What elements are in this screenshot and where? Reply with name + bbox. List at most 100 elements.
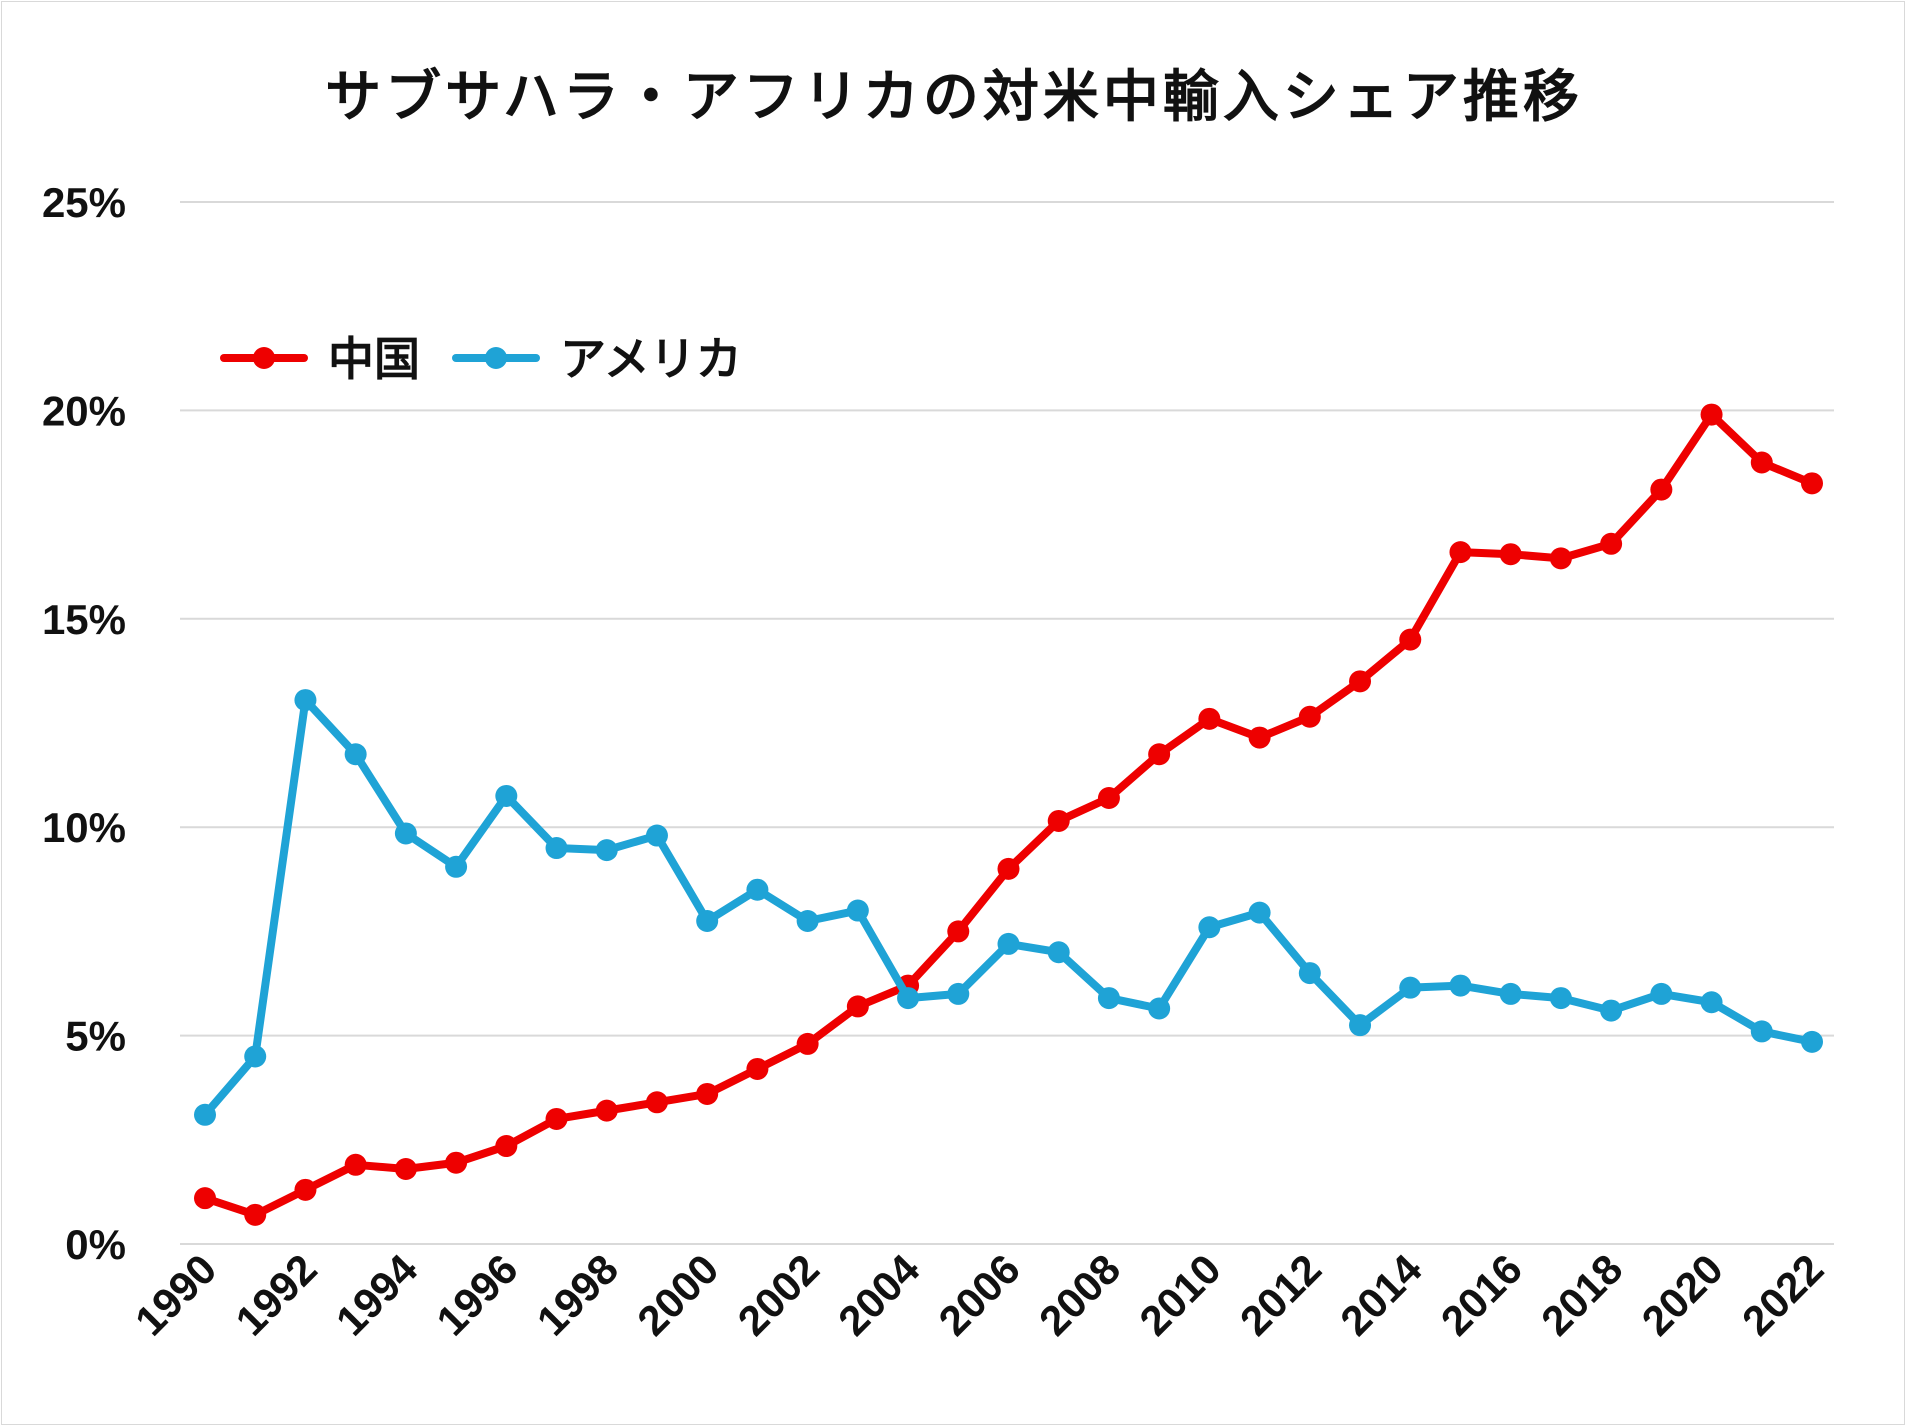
series-2-point: [645, 824, 668, 847]
series-1-point: [545, 1107, 568, 1130]
series-1-point: [1700, 403, 1723, 426]
x-tick-label: 2010: [1130, 1245, 1229, 1344]
series-2-point: [495, 784, 518, 807]
series-2-point: [595, 839, 618, 862]
series-1-point: [645, 1091, 668, 1114]
x-tick-label: 2004: [829, 1245, 929, 1345]
x-tick-label: 1994: [327, 1245, 427, 1345]
x-tick-label: 2016: [1432, 1245, 1531, 1344]
series-1-point: [344, 1153, 367, 1176]
legend-series-1-marker: [253, 347, 275, 369]
x-tick-label: 2000: [628, 1245, 727, 1344]
series-2-point: [997, 932, 1020, 955]
y-tick-label: 0%: [65, 1221, 126, 1268]
series-1-point: [1248, 726, 1271, 749]
series-1-point: [696, 1082, 719, 1105]
legend-series-2-marker: [485, 347, 507, 369]
x-axis-tick-labels: 1990 1992 1994 1996 1998 2000 2002 2004 2006 2008…: [126, 1245, 1832, 1345]
series-2-point: [1750, 1020, 1773, 1043]
series-1-point: [1298, 705, 1321, 728]
series-2-point: [194, 1103, 216, 1126]
series-1-point: [746, 1057, 769, 1080]
series-1-point: [947, 920, 970, 943]
x-tick-label: 1992: [226, 1245, 325, 1344]
series-2-point: [1097, 987, 1120, 1010]
x-tick-label: 1990: [126, 1245, 225, 1344]
series-2-point: [1449, 974, 1472, 997]
series-1-point: [1801, 472, 1823, 495]
series-1-point: [997, 857, 1020, 880]
series-2-point: [1499, 982, 1522, 1005]
gridlines: [180, 201, 1834, 1245]
chart-title: サブサハラ・アフリカの対米中輸入シェア推移: [325, 65, 1583, 130]
y-tick-label: 25%: [42, 179, 126, 226]
x-tick-label: 2006: [930, 1245, 1029, 1344]
series-2-point: [1549, 987, 1572, 1010]
series-1-point: [796, 1032, 819, 1055]
series-2-point: [1248, 901, 1271, 924]
series-1-point: [1148, 743, 1171, 766]
series-2-point: [1298, 962, 1321, 985]
x-tick-label: 1996: [427, 1245, 526, 1344]
series-1-point: [1349, 670, 1372, 693]
series-2-point: [1349, 1014, 1372, 1037]
series-2-point: [1700, 991, 1723, 1014]
series-2-point: [1198, 916, 1221, 939]
y-tick-label: 5%: [65, 1013, 126, 1060]
series-1-point: [1499, 543, 1522, 566]
x-tick-label: 2014: [1331, 1245, 1431, 1345]
series-1-point: [1750, 451, 1773, 474]
legend-series-1-label: 中国: [328, 332, 420, 386]
legend-series-2-label: アメリカ: [560, 332, 742, 386]
x-tick-label: 2018: [1532, 1245, 1631, 1344]
series-1-point: [394, 1157, 417, 1180]
series-1-point: [1047, 809, 1070, 832]
series-2-point: [244, 1045, 267, 1068]
x-tick-label: 2002: [729, 1245, 828, 1344]
series-2-point: [897, 987, 920, 1010]
series-1-point: [1097, 787, 1120, 810]
series-2-point: [344, 743, 367, 766]
x-tick-label: 2022: [1733, 1245, 1832, 1344]
y-tick-label: 15%: [42, 596, 126, 643]
y-axis-tick-labels: 0% 5% 10% 15% 20% 25%: [42, 179, 126, 1268]
x-tick-label: 2020: [1633, 1245, 1732, 1344]
series-1-point: [194, 1187, 216, 1210]
series-2-point: [846, 899, 869, 922]
series-1-point: [595, 1099, 618, 1122]
series-2-line: [201, 696, 1816, 1119]
series-2-point: [696, 909, 719, 932]
legend: 中国 アメリカ: [220, 332, 742, 386]
series-1-point: [1399, 628, 1422, 651]
y-tick-label: 10%: [42, 804, 126, 851]
series-2-point: [294, 689, 317, 712]
series-1-point: [1549, 547, 1572, 570]
series-2-point: [1600, 999, 1623, 1022]
series-2-point: [445, 855, 468, 878]
series-2-point: [545, 837, 568, 860]
series-1-point: [1650, 478, 1673, 501]
series-1-point: [846, 995, 869, 1018]
x-tick-label: 1998: [528, 1245, 627, 1344]
series-1-point: [1198, 707, 1221, 730]
series-1-point: [495, 1135, 518, 1158]
series-2-point: [1650, 982, 1673, 1005]
series-1-point: [445, 1151, 468, 1174]
series-1-point: [1600, 532, 1623, 555]
series-2-point: [947, 982, 970, 1005]
series-1-line: [201, 410, 1816, 1219]
series-2-point: [1801, 1030, 1823, 1053]
series-2-point: [1148, 997, 1171, 1020]
series-1-point: [244, 1203, 267, 1226]
x-tick-label: 2012: [1231, 1245, 1330, 1344]
series-2-point: [746, 878, 769, 901]
series-1-point: [294, 1178, 317, 1201]
series-2-point: [796, 909, 819, 932]
series-group: [194, 403, 1823, 1226]
series-1-point: [1449, 541, 1472, 564]
y-tick-label: 20%: [42, 387, 126, 434]
x-tick-label: 2008: [1030, 1245, 1129, 1344]
series-2-point: [1399, 976, 1422, 999]
series-2-point: [394, 822, 417, 845]
